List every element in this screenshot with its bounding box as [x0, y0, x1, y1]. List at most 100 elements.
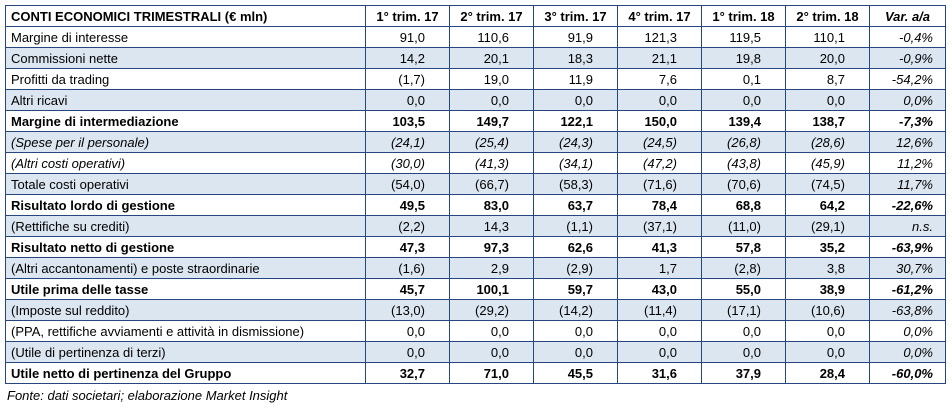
var-aa-cell: 12,6% [869, 131, 946, 153]
row-label: (Altri costi operativi) [5, 152, 366, 174]
value-cell: 1,7 [617, 257, 702, 279]
value-cell: 119,5 [701, 26, 786, 48]
value-cell: 103,5 [365, 110, 450, 132]
value-cell: 122,1 [533, 110, 618, 132]
value-cell: 0,0 [533, 89, 618, 111]
value-cell: 35,2 [785, 236, 870, 258]
value-cell: 20,0 [785, 47, 870, 69]
value-cell: 0,0 [617, 341, 702, 363]
row-label: Margine di interesse [5, 26, 366, 48]
value-cell: (74,5) [785, 173, 870, 195]
table-row: Margine di intermediazione 103,5 149,7 122,… [5, 110, 946, 132]
value-cell: (66,7) [449, 173, 534, 195]
value-cell: 41,3 [617, 236, 702, 258]
value-cell: (17,1) [701, 299, 786, 321]
row-label: (Rettifiche su crediti) [5, 215, 366, 237]
value-cell: (43,8) [701, 152, 786, 174]
value-cell: 97,3 [449, 236, 534, 258]
value-cell: 64,2 [785, 194, 870, 216]
var-aa-cell: 11,2% [869, 152, 946, 174]
row-label: (Imposte sul reddito) [5, 299, 366, 321]
value-cell: (45,9) [785, 152, 870, 174]
value-cell: (29,1) [785, 215, 870, 237]
table-row: Risultato netto di gestione 47,3 97,3 62,6 4… [5, 236, 946, 258]
value-cell: (58,3) [533, 173, 618, 195]
value-cell: (41,3) [449, 152, 534, 174]
value-cell: 0,0 [701, 320, 786, 342]
row-label: Utile netto di pertinenza del Gruppo [5, 362, 366, 384]
value-cell: (54,0) [365, 173, 450, 195]
value-cell: (71,6) [617, 173, 702, 195]
value-cell: 0,0 [617, 320, 702, 342]
row-label: Profitti da trading [5, 68, 366, 90]
value-cell: (11,4) [617, 299, 702, 321]
value-cell: (1,7) [365, 68, 450, 90]
row-label: Totale costi operativi [5, 173, 366, 195]
value-cell: 0,0 [533, 320, 618, 342]
source-note: Fonte: dati societari; elaborazione Mark… [7, 388, 288, 403]
row-label: Risultato netto di gestione [5, 236, 366, 258]
value-cell: 31,6 [617, 362, 702, 384]
value-cell: 8,7 [785, 68, 870, 90]
value-cell: (26,8) [701, 131, 786, 153]
value-cell: 55,0 [701, 278, 786, 300]
value-cell: 149,7 [449, 110, 534, 132]
value-cell: 0,0 [449, 320, 534, 342]
value-cell: 0,0 [365, 89, 450, 111]
row-label: Altri ricavi [5, 89, 366, 111]
var-aa-cell: 30,7% [869, 257, 946, 279]
value-cell: (2,9) [533, 257, 618, 279]
value-cell: 0,0 [701, 89, 786, 111]
value-cell: (25,4) [449, 131, 534, 153]
table-row: (Spese per il personale) (24,1) (25,4) (24,… [5, 131, 946, 153]
value-cell: 110,1 [785, 26, 870, 48]
var-aa-cell: 0,0% [869, 320, 946, 342]
value-cell: 139,4 [701, 110, 786, 132]
value-cell: 0,0 [449, 89, 534, 111]
table-body: Margine di interesse 91,0 110,6 91,9 121,3 11… [5, 26, 946, 384]
var-aa-cell: -61,2% [869, 278, 946, 300]
table-row: (Rettifiche su crediti) (2,2) 14,3 (1,1) (37… [5, 215, 946, 237]
row-label: (Utile di pertinenza di terzi) [5, 341, 366, 363]
value-cell: 121,3 [617, 26, 702, 48]
column-header-q4-17: 4° trim. 17 [617, 5, 702, 27]
table-row: (Altri costi operativi) (30,0) (41,3) (34,1… [5, 152, 946, 174]
value-cell: 19,0 [449, 68, 534, 90]
value-cell: 0,0 [617, 89, 702, 111]
value-cell: (11,0) [701, 215, 786, 237]
value-cell: (37,1) [617, 215, 702, 237]
table-row: Profitti da trading (1,7) 19,0 11,9 7,6 0,1 8,… [5, 68, 946, 90]
var-aa-cell: -63,9% [869, 236, 946, 258]
header-row: CONTI ECONOMICI TRIMESTRALI (€ mln) 1° t… [5, 5, 946, 27]
value-cell: (70,6) [701, 173, 786, 195]
value-cell: 83,0 [449, 194, 534, 216]
value-cell: (29,2) [449, 299, 534, 321]
value-cell: 28,4 [785, 362, 870, 384]
value-cell: 100,1 [449, 278, 534, 300]
value-cell: (13,0) [365, 299, 450, 321]
value-cell: 59,7 [533, 278, 618, 300]
value-cell: 18,3 [533, 47, 618, 69]
value-cell: 14,2 [365, 47, 450, 69]
value-cell: (24,3) [533, 131, 618, 153]
table-row: Margine di interesse 91,0 110,6 91,9 121,3 11… [5, 26, 946, 48]
table-row: (Utile di pertinenza di terzi) 0,0 0,0 0,0 0… [5, 341, 946, 363]
value-cell: 110,6 [449, 26, 534, 48]
value-cell: (14,2) [533, 299, 618, 321]
value-cell: 49,5 [365, 194, 450, 216]
row-label: (Spese per il personale) [5, 131, 366, 153]
table-row: Risultato lordo di gestione 49,5 83,0 63,7 7… [5, 194, 946, 216]
column-header-q1-18: 1° trim. 18 [701, 5, 786, 27]
value-cell: 63,7 [533, 194, 618, 216]
var-aa-cell: -7,3% [869, 110, 946, 132]
value-cell: (30,0) [365, 152, 450, 174]
value-cell: 62,6 [533, 236, 618, 258]
value-cell: 0,0 [785, 320, 870, 342]
value-cell: 57,8 [701, 236, 786, 258]
value-cell: 47,3 [365, 236, 450, 258]
table-row: (PPA, rettifiche avviamenti e attività i… [5, 320, 946, 342]
var-aa-cell: -0,4% [869, 26, 946, 48]
value-cell: 45,7 [365, 278, 450, 300]
var-aa-cell: -0,9% [869, 47, 946, 69]
